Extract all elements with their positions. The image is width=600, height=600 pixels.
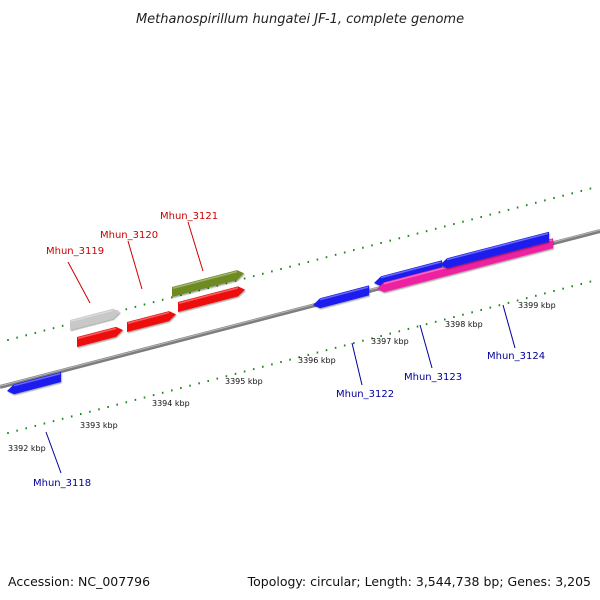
gene-highlight: [13, 372, 61, 387]
leader-lines: [45, 221, 516, 474]
topology-text: Topology: circular; Length: 3,544,738 bp…: [247, 574, 591, 589]
kbp-label: 3392 kbp: [8, 444, 46, 453]
gene-label-mhun-3121: Mhun_3121: [160, 211, 218, 222]
leader-line-mhun-3124: [502, 304, 516, 349]
gene-label-mhun-3123: Mhun_3123: [404, 372, 462, 383]
gene-label-mhun-3119: Mhun_3119: [46, 246, 104, 257]
gene-highlight: [380, 261, 442, 279]
map-title: Methanospirillum hungatei JF-1, complete…: [136, 12, 464, 27]
leader-line-mhun-3122: [351, 342, 363, 386]
leader-line-mhun-3123: [419, 324, 433, 369]
gene-highlight: [77, 327, 117, 339]
gene-mhun-3121[interactable]: [172, 270, 244, 297]
gene-highlight: [178, 287, 239, 304]
gene-feature[interactable]: [70, 308, 120, 330]
kbp-label: 3396 kbp: [298, 356, 336, 365]
kbp-label: 3394 kbp: [152, 399, 190, 408]
kbp-label: 3395 kbp: [225, 377, 263, 386]
kbp-labels: 3392 kbp 3393 kbp 3394 kbp 3395 kbp 3396…: [8, 301, 556, 453]
gene-mhun-3119[interactable]: [77, 326, 123, 347]
gene-mhun-3122[interactable]: [313, 285, 369, 309]
kbp-label: 3397 kbp: [371, 337, 409, 346]
gene-highlight: [70, 309, 114, 322]
gene-label-mhun-3120: Mhun_3120: [100, 230, 158, 241]
gene-features: [7, 231, 553, 395]
gene-label-mhun-3122: Mhun_3122: [336, 389, 394, 400]
gene-feature[interactable]: [374, 260, 442, 287]
kbp-label: 3399 kbp: [518, 301, 556, 310]
leader-line-mhun-3120: [127, 240, 143, 290]
gene-label-mhun-3118: Mhun_3118: [33, 478, 91, 489]
gene-highlight: [127, 311, 170, 324]
gene-mhun-3124[interactable]: [440, 231, 549, 269]
kbp-label: 3398 kbp: [445, 320, 483, 329]
gene-highlight: [319, 286, 369, 301]
gene-highlight: [446, 232, 549, 261]
accession-text: Accession: NC_007796: [8, 574, 150, 589]
leader-line-mhun-3119: [67, 261, 91, 304]
leader-line-mhun-3121: [187, 221, 204, 272]
gene-mhun-3120[interactable]: [127, 311, 176, 332]
gene-label-mhun-3124: Mhun_3124: [487, 351, 545, 362]
leader-line-mhun-3118: [45, 431, 62, 474]
gene-highlight: [172, 270, 238, 289]
gene-feature[interactable]: [178, 286, 245, 312]
gene-labels: Mhun_3119 Mhun_3120 Mhun_3121 Mhun_3118 …: [33, 211, 545, 489]
gene-mhun-3118[interactable]: [7, 372, 61, 395]
kbp-label: 3393 kbp: [80, 421, 118, 430]
